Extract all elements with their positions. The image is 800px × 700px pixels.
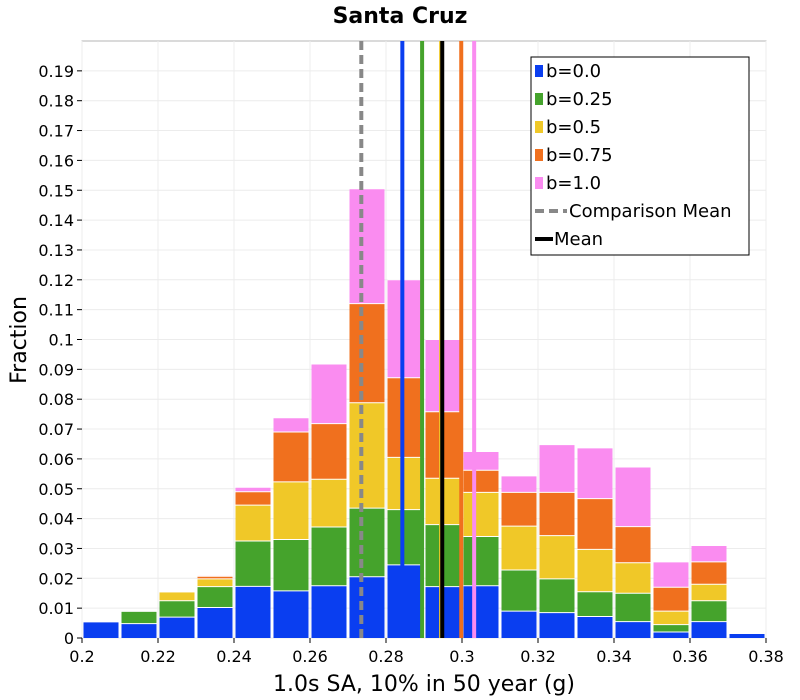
- y-tick-label: 0.01: [38, 599, 74, 618]
- y-tick-label: 0.14: [38, 211, 74, 230]
- bar-b-0-0: [463, 585, 499, 638]
- y-tick-label: 0.07: [38, 420, 74, 439]
- y-tick-label: 0.18: [38, 92, 74, 111]
- x-tick-label: 0.22: [140, 647, 176, 666]
- legend-swatch: [535, 177, 543, 189]
- x-tick-label: 0.28: [368, 647, 404, 666]
- y-tick-label: 0.11: [38, 301, 74, 320]
- mean-lines: [359, 41, 477, 638]
- y-tick-label: 0.08: [38, 390, 74, 409]
- x-tick-label: 0.24: [216, 647, 252, 666]
- y-tick-label: 0.09: [38, 360, 74, 379]
- x-tick-label: 0.38: [748, 647, 784, 666]
- bar-b-0-0: [83, 621, 119, 638]
- chart-title: Santa Cruz: [333, 4, 468, 29]
- y-tick-label: 0.19: [38, 62, 74, 81]
- y-tick-label: 0.16: [38, 151, 74, 170]
- bar-b-0-0: [311, 585, 347, 638]
- x-axis-label: 1.0s SA, 10% in 50 year (g): [273, 672, 575, 697]
- x-tick-label: 0.36: [672, 647, 708, 666]
- bar-b-0-0: [235, 586, 271, 638]
- legend-swatch: [535, 65, 543, 77]
- bar-b-0-0: [653, 632, 689, 638]
- bar-b-0-0: [539, 612, 575, 638]
- y-tick-label: 0.12: [38, 271, 74, 290]
- y-tick-label: 0.15: [38, 181, 74, 200]
- bar-b-0-0: [121, 623, 157, 638]
- y-axis-label: Fraction: [7, 296, 32, 384]
- legend-label: Comparison Mean: [569, 201, 732, 222]
- bar-b-0-0: [273, 590, 309, 638]
- legend-label: b=0.5: [546, 117, 601, 138]
- bar-b-0-0: [349, 576, 385, 638]
- y-tick-label: 0.13: [38, 241, 74, 260]
- bars: [83, 188, 765, 638]
- y-tick-label: 0.06: [38, 450, 74, 469]
- x-tick-label: 0.3: [449, 647, 474, 666]
- bar-b-0-0: [615, 621, 651, 638]
- y-tick-label: 0.1: [49, 331, 74, 350]
- legend-label: b=0.0: [546, 61, 601, 82]
- y-tick-label: 0.03: [38, 539, 74, 558]
- bar-b-0-0: [387, 564, 423, 638]
- legend-box: [530, 56, 750, 256]
- bar-b-0-0: [197, 607, 233, 638]
- legend-label: b=0.25: [546, 89, 613, 110]
- x-axis-ticks: 0.2 0.22 0.24 0.26 0.28 0.3 0.32 0.34 0.36 0.38: [69, 638, 784, 666]
- legend-swatch: [535, 93, 543, 105]
- legend-label: b=0.75: [546, 145, 613, 166]
- y-tick-label: 0.05: [38, 480, 74, 499]
- bar-b-0-0: [159, 617, 195, 638]
- y-axis-ticks: 0 0.01 0.02 0.03 0.04 0.05 0.06 0.07 0.08 0.09 0.1…: [38, 62, 82, 648]
- legend-swatch: [535, 149, 543, 161]
- y-tick-label: 0: [64, 629, 74, 648]
- x-tick-label: 0.26: [292, 647, 328, 666]
- bar-b-0-0: [577, 616, 613, 638]
- bar-b-0-0: [501, 611, 537, 638]
- legend-label: Mean: [554, 229, 603, 250]
- y-tick-label: 0.04: [38, 510, 74, 529]
- y-tick-label: 0.02: [38, 569, 74, 588]
- x-tick-label: 0.32: [520, 647, 556, 666]
- legend-swatch: [535, 121, 543, 133]
- bar-b-0-0: [729, 633, 765, 638]
- x-tick-label: 0.2: [69, 647, 94, 666]
- legend-label: b=1.0: [546, 173, 601, 194]
- y-tick-label: 0.17: [38, 122, 74, 141]
- bar-b-0-0: [691, 621, 727, 638]
- x-tick-label: 0.34: [596, 647, 632, 666]
- legend: b=0.0 b=0.25 b=0.5 b=0.75 b=1.0 Comparison Me…: [530, 56, 750, 256]
